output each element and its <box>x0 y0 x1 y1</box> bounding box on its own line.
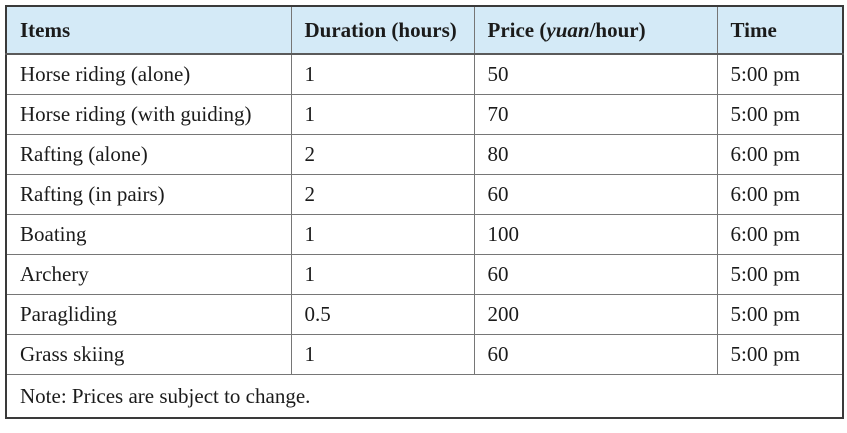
table-row: Grass skiing 1 60 5:00 pm <box>5 334 844 375</box>
col-header-duration: Duration (hours) <box>290 5 475 55</box>
duration-cell: 2 <box>290 134 475 175</box>
item-cell: Rafting (in pairs) <box>5 174 292 215</box>
item-cell: Rafting (alone) <box>5 134 292 175</box>
item-cell: Grass skiing <box>5 334 292 375</box>
time-cell: 5:00 pm <box>716 53 844 95</box>
price-cell: 60 <box>473 174 718 215</box>
duration-cell: 1 <box>290 94 475 135</box>
duration-cell: 0.5 <box>290 294 475 335</box>
price-header-prefix: Price ( <box>487 17 547 42</box>
time-cell: 5:00 pm <box>716 334 844 375</box>
price-cell: 60 <box>473 334 718 375</box>
table-body: Horse riding (alone) 1 50 5:00 pm Horse ridi… <box>5 53 844 375</box>
col-header-price: Price (yuan/hour) <box>473 5 718 55</box>
time-cell: 5:00 pm <box>716 254 844 295</box>
table-row: Boating 1 100 6:00 pm <box>5 214 844 255</box>
price-cell: 50 <box>473 53 718 95</box>
note-cell: Note: Prices are subject to change. <box>5 374 844 419</box>
item-cell: Horse riding (alone) <box>5 53 292 95</box>
price-header-suffix: /hour) <box>589 17 646 42</box>
item-cell: Archery <box>5 254 292 295</box>
time-cell: 6:00 pm <box>716 174 844 215</box>
table-row: Horse riding (alone) 1 50 5:00 pm <box>5 53 844 95</box>
duration-cell: 1 <box>290 254 475 295</box>
price-cell: 200 <box>473 294 718 335</box>
time-cell: 5:00 pm <box>716 294 844 335</box>
col-header-time: Time <box>716 5 844 55</box>
duration-cell: 1 <box>290 53 475 95</box>
note-row: Note: Prices are subject to change. <box>5 374 844 419</box>
price-cell: 70 <box>473 94 718 135</box>
time-cell: 5:00 pm <box>716 94 844 135</box>
item-cell: Horse riding (with guiding) <box>5 94 292 135</box>
price-cell: 80 <box>473 134 718 175</box>
table-row: Paragliding 0.5 200 5:00 pm <box>5 294 844 335</box>
price-header-yuan: yuan <box>546 17 590 42</box>
table-row: Rafting (alone) 2 80 6:00 pm <box>5 134 844 175</box>
time-cell: 6:00 pm <box>716 134 844 175</box>
duration-cell: 2 <box>290 174 475 215</box>
activities-table: Items Duration (hours) Price (yuan/hour)… <box>5 5 844 419</box>
duration-cell: 1 <box>290 214 475 255</box>
table-row: Archery 1 60 5:00 pm <box>5 254 844 295</box>
item-cell: Boating <box>5 214 292 255</box>
page: Items Duration (hours) Price (yuan/hour)… <box>5 5 844 419</box>
col-header-items: Items <box>5 5 292 55</box>
duration-cell: 1 <box>290 334 475 375</box>
table-row: Rafting (in pairs) 2 60 6:00 pm <box>5 174 844 215</box>
price-cell: 60 <box>473 254 718 295</box>
table-row: Horse riding (with guiding) 1 70 5:00 pm <box>5 94 844 135</box>
price-cell: 100 <box>473 214 718 255</box>
item-cell: Paragliding <box>5 294 292 335</box>
header-row: Items Duration (hours) Price (yuan/hour)… <box>5 5 844 55</box>
time-cell: 6:00 pm <box>716 214 844 255</box>
